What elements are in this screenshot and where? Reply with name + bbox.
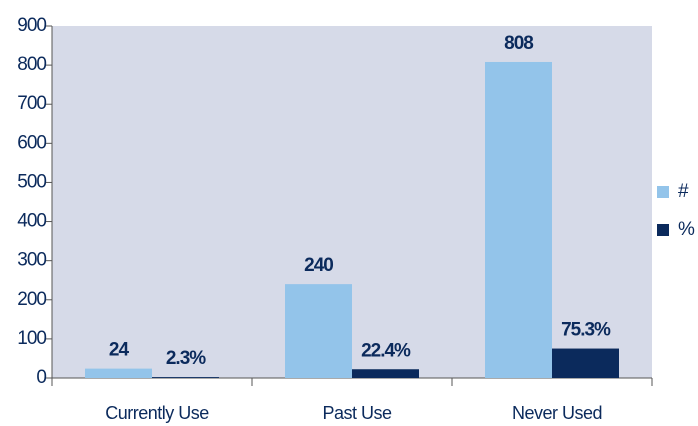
y-tick-label: 400 <box>17 211 46 232</box>
legend-label: % <box>678 219 695 240</box>
y-tick-label: 800 <box>17 54 46 75</box>
legend-swatch <box>657 186 669 198</box>
x-tick-label: Currently Use <box>105 403 209 423</box>
bar <box>85 368 152 378</box>
y-tick-label: 100 <box>17 328 46 349</box>
y-tick-label: 600 <box>17 132 46 153</box>
value-label: 808 <box>504 33 533 54</box>
value-label: 22.4% <box>361 340 411 361</box>
value-label: 240 <box>304 255 333 276</box>
y-tick-label: 300 <box>17 250 46 271</box>
y-tick-label: 200 <box>17 289 46 310</box>
value-label: 2.3% <box>166 348 206 369</box>
bar <box>285 284 352 378</box>
y-tick-label: 700 <box>17 93 46 114</box>
y-tick-label: 900 <box>17 15 46 36</box>
y-tick-label: 0 <box>36 367 46 388</box>
value-label: 24 <box>109 340 130 361</box>
x-tick-label: Never Used <box>512 403 602 423</box>
bar <box>352 369 419 378</box>
bar <box>552 348 619 378</box>
value-label: 75.3% <box>561 320 611 341</box>
bar <box>152 377 219 378</box>
bar <box>485 61 552 378</box>
x-tick-label: Past Use <box>322 403 392 423</box>
legend-label: # <box>678 181 689 202</box>
legend-swatch <box>657 224 669 236</box>
y-tick-label: 500 <box>17 171 46 192</box>
